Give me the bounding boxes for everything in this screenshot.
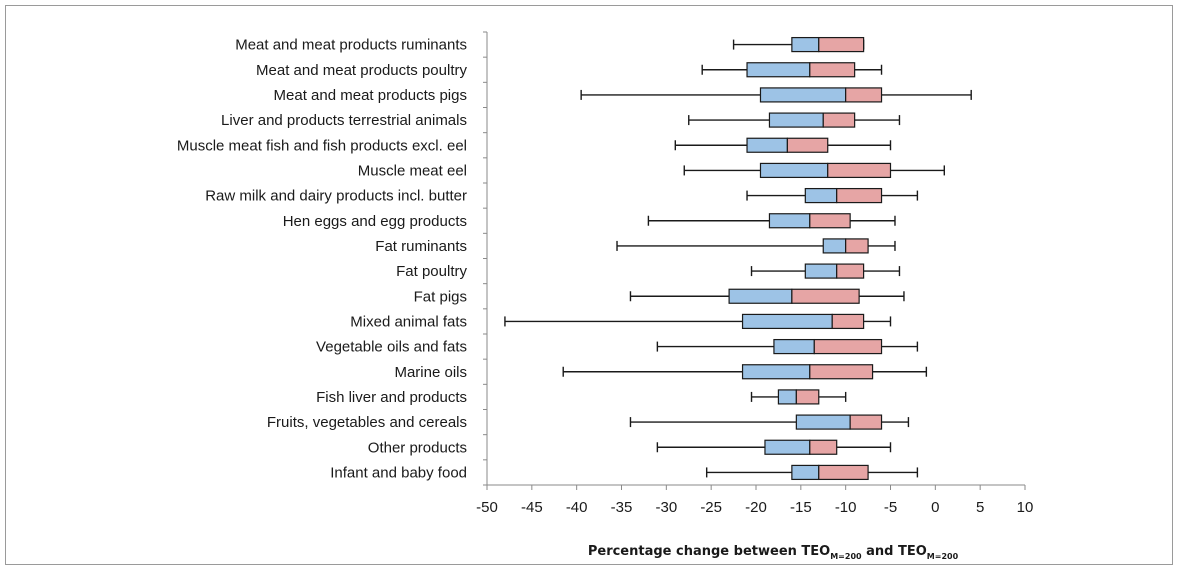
box-upper-quartile bbox=[845, 238, 869, 254]
box-lower-quartile bbox=[804, 263, 838, 279]
box-lower-quartile bbox=[746, 137, 788, 153]
box-lower-quartile bbox=[768, 213, 811, 229]
box-upper-quartile bbox=[845, 87, 883, 103]
box-lower-quartile bbox=[746, 62, 811, 78]
box-lower-quartile bbox=[741, 364, 811, 380]
category-label: Fat poultry bbox=[396, 263, 467, 280]
box-upper-quartile bbox=[809, 213, 851, 229]
box-upper-quartile bbox=[809, 364, 874, 380]
box-lower-quartile bbox=[764, 439, 811, 455]
category-label: Vegetable oils and fats bbox=[316, 339, 467, 356]
box-lower-quartile bbox=[777, 389, 797, 405]
x-tick-label: -5 bbox=[884, 499, 897, 516]
box-upper-quartile bbox=[818, 36, 865, 53]
box-upper-quartile bbox=[786, 137, 829, 153]
box-lower-quartile bbox=[791, 36, 820, 53]
category-label: Fish liver and products bbox=[316, 389, 467, 406]
x-tick-label: -35 bbox=[611, 499, 633, 516]
box-upper-quartile bbox=[818, 464, 869, 481]
x-tick-label: 10 bbox=[1017, 499, 1034, 516]
category-label: Meat and meat products pigs bbox=[274, 87, 467, 104]
category-label: Marine oils bbox=[394, 364, 467, 381]
x-tick-label: -10 bbox=[835, 499, 857, 516]
box-upper-quartile bbox=[836, 263, 865, 279]
chart-frame bbox=[5, 5, 1173, 565]
x-axis-title: Percentage change between TEOM=200 and T… bbox=[588, 544, 959, 561]
category-label: Muscle meat fish and fish products excl.… bbox=[177, 137, 467, 154]
x-tick-label: -45 bbox=[521, 499, 543, 516]
box-lower-quartile bbox=[773, 338, 815, 355]
category-label: Liver and products terrestrial animals bbox=[221, 112, 467, 129]
box-lower-quartile bbox=[795, 414, 851, 430]
box-upper-quartile bbox=[791, 288, 860, 304]
x-tick-label: -15 bbox=[790, 499, 812, 516]
x-tick-label: -30 bbox=[655, 499, 677, 516]
box-upper-quartile bbox=[836, 187, 883, 204]
box-upper-quartile bbox=[809, 62, 856, 78]
box-lower-quartile bbox=[822, 238, 847, 254]
box-upper-quartile bbox=[827, 162, 892, 179]
box-lower-quartile bbox=[791, 464, 820, 481]
category-label: Fat ruminants bbox=[375, 238, 467, 255]
box-upper-quartile bbox=[831, 313, 865, 330]
category-label: Hen eggs and egg products bbox=[283, 213, 467, 230]
x-tick-label: -25 bbox=[700, 499, 722, 516]
box-lower-quartile bbox=[768, 112, 824, 128]
box-lower-quartile bbox=[804, 187, 838, 204]
category-label: Fruits, vegetables and cereals bbox=[267, 414, 467, 431]
category-label: Infant and baby food bbox=[330, 464, 467, 481]
category-label: Muscle meat eel bbox=[358, 162, 467, 179]
box-lower-quartile bbox=[759, 162, 829, 179]
x-tick-label: -40 bbox=[566, 499, 588, 516]
category-label: Raw milk and dairy products incl. butter bbox=[205, 188, 467, 205]
box-upper-quartile bbox=[795, 389, 820, 405]
box-lower-quartile bbox=[728, 288, 793, 304]
box-upper-quartile bbox=[813, 338, 883, 355]
x-tick-label: -20 bbox=[745, 499, 767, 516]
box-lower-quartile bbox=[759, 87, 847, 103]
box-upper-quartile bbox=[809, 439, 838, 455]
marks-layer bbox=[504, 36, 972, 481]
category-label: Fat pigs bbox=[414, 288, 467, 305]
x-tick-label: -50 bbox=[476, 499, 498, 516]
x-tick-label: 0 bbox=[931, 499, 939, 516]
box-lower-quartile bbox=[741, 313, 833, 330]
category-label: Other products bbox=[368, 439, 467, 456]
axes-layer bbox=[483, 31, 1026, 490]
box-upper-quartile bbox=[822, 112, 856, 128]
category-label: Meat and meat products ruminants bbox=[235, 37, 467, 54]
category-label: Meat and meat products poultry bbox=[256, 62, 467, 79]
box-upper-quartile bbox=[849, 414, 883, 430]
x-tick-label: 5 bbox=[976, 499, 984, 516]
category-label: Mixed animal fats bbox=[350, 313, 467, 330]
